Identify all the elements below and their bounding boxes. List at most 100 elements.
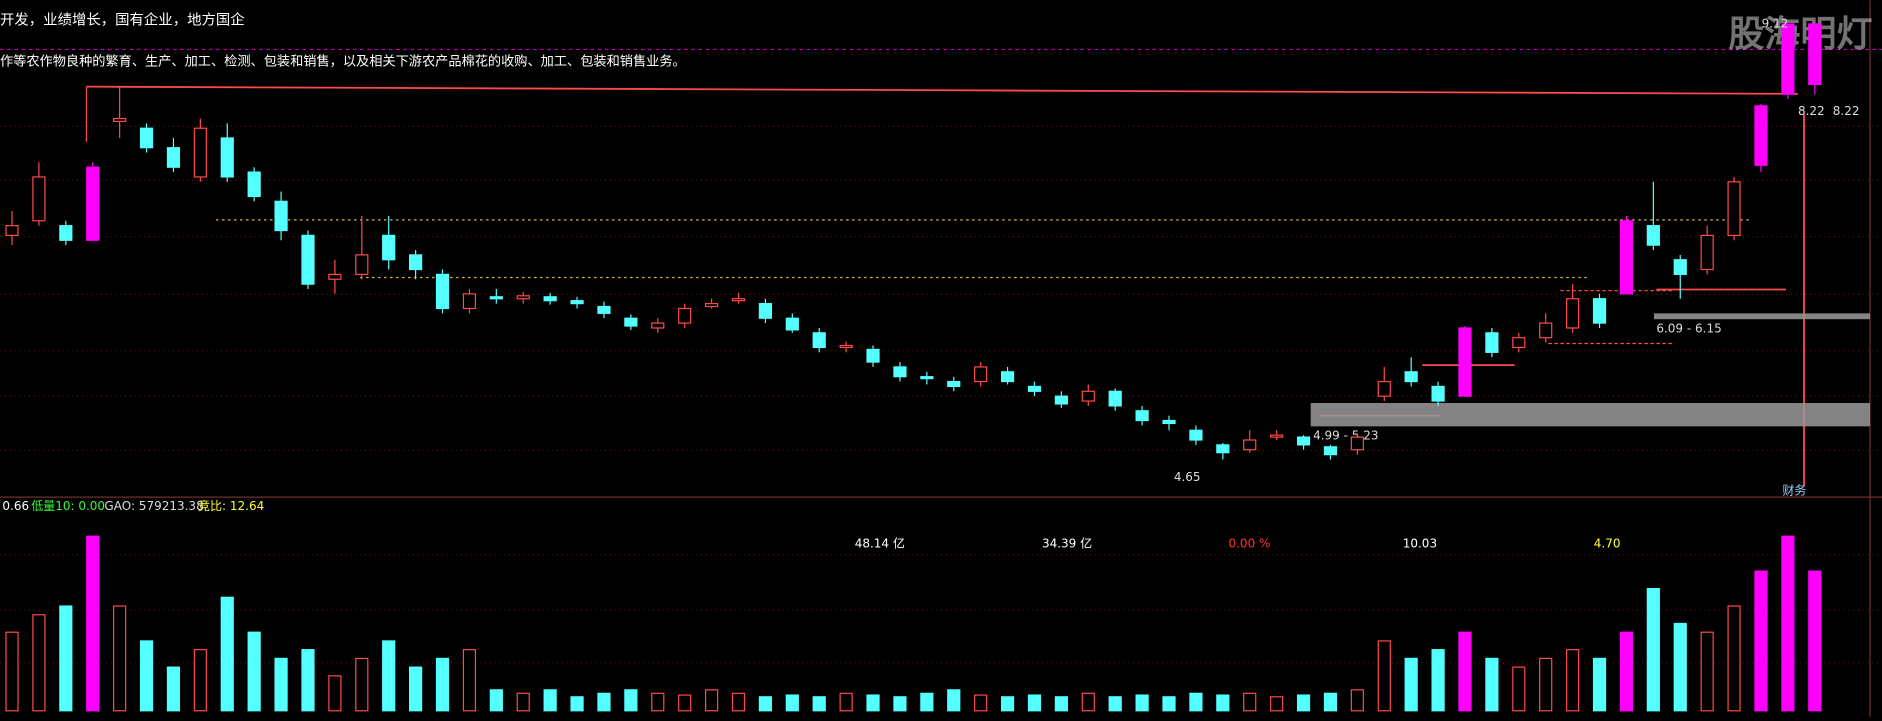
candle-body bbox=[1754, 105, 1768, 166]
candle-body bbox=[651, 322, 665, 329]
volume-bar bbox=[839, 692, 853, 712]
volume-bar bbox=[59, 605, 73, 712]
volume-bar bbox=[1000, 696, 1015, 712]
volume-bar bbox=[462, 649, 477, 712]
candle-body bbox=[758, 303, 773, 319]
finance-label: 财务 bbox=[1782, 483, 1806, 498]
candle-body bbox=[435, 273, 450, 310]
volume-bar bbox=[1162, 696, 1176, 712]
header-line: 作等农作物良种的繁育、生产、加工、检测、包装和销售，以及相关下游农产品棉花的收购… bbox=[0, 52, 686, 69]
volume-bar bbox=[382, 640, 396, 712]
price-mark: 4.65 bbox=[1174, 470, 1201, 484]
volume-stat: 48.14 亿 bbox=[855, 535, 905, 550]
candle-body bbox=[355, 254, 369, 275]
candle-body bbox=[731, 298, 746, 302]
volume-bar bbox=[1243, 692, 1257, 712]
candle-body bbox=[1027, 385, 1042, 392]
grid bbox=[0, 125, 1882, 664]
watermark: 股海明灯 bbox=[1728, 14, 1872, 55]
volume-bar bbox=[1027, 694, 1042, 712]
candle-body bbox=[1512, 337, 1526, 349]
volume-bar bbox=[489, 689, 503, 712]
header-line: 开发，业绩增长，国有企业，地方国企 bbox=[0, 11, 245, 29]
support-zone bbox=[1310, 402, 1870, 427]
candle-body bbox=[86, 166, 100, 241]
indicator: 0.66 bbox=[2, 499, 29, 513]
volume-bar bbox=[247, 631, 261, 712]
volume-bar bbox=[1323, 692, 1338, 712]
candle-body bbox=[1592, 298, 1607, 324]
volume-bar bbox=[409, 666, 423, 712]
candle-body bbox=[247, 171, 261, 198]
candle-body bbox=[5, 225, 19, 237]
volume-bar bbox=[597, 692, 611, 712]
candle-body bbox=[166, 147, 181, 168]
candle-body bbox=[1162, 419, 1176, 425]
volume-bar bbox=[113, 605, 127, 712]
candle-body bbox=[301, 234, 315, 285]
volume-bar bbox=[355, 657, 369, 712]
volume-bar bbox=[1485, 657, 1499, 712]
candle-body bbox=[274, 200, 288, 232]
candle-body bbox=[328, 273, 342, 280]
volume-bar bbox=[678, 694, 692, 712]
price-mark: 8.22 bbox=[1833, 104, 1860, 118]
volume-bar bbox=[866, 694, 880, 712]
candle-body bbox=[543, 296, 557, 302]
volume-bar bbox=[651, 692, 665, 712]
candle-body bbox=[1458, 327, 1472, 397]
indicator: 竞比: 12.64 bbox=[198, 499, 264, 513]
candle-body bbox=[1108, 390, 1122, 407]
candle-body bbox=[920, 376, 934, 380]
volume-bar bbox=[274, 657, 288, 712]
volume-bar bbox=[1054, 696, 1068, 712]
zone-label: 4.99 - 5.23 bbox=[1313, 428, 1378, 442]
volume-bar bbox=[893, 696, 907, 712]
candle-body bbox=[1054, 395, 1068, 405]
candle-body bbox=[1485, 332, 1499, 353]
volume-stat: 0.00 % bbox=[1228, 536, 1270, 550]
volume-bar bbox=[435, 657, 450, 712]
volume-bar bbox=[624, 689, 638, 712]
volume-bar bbox=[328, 675, 342, 712]
candle-body bbox=[1566, 298, 1580, 329]
candle-body bbox=[1135, 410, 1149, 422]
price-mark: 9.12 bbox=[1762, 16, 1789, 30]
volume-bar bbox=[5, 631, 19, 712]
volume-bar bbox=[32, 614, 46, 712]
volume-bar bbox=[758, 696, 773, 712]
candle-body bbox=[489, 296, 503, 300]
volume-bar bbox=[1754, 570, 1768, 712]
candle-body bbox=[1243, 439, 1257, 451]
candle-body bbox=[1619, 220, 1634, 295]
volume-bar bbox=[86, 535, 100, 712]
volume-bar bbox=[947, 689, 961, 712]
volume-bar bbox=[1431, 649, 1445, 712]
volume-stat: 4.70 bbox=[1594, 536, 1621, 550]
volume-bar bbox=[920, 692, 934, 712]
volume-bar bbox=[543, 689, 557, 712]
volume-bar bbox=[1592, 657, 1607, 712]
arrow-line bbox=[86, 85, 1798, 95]
volume-bar bbox=[1566, 649, 1580, 712]
candle-body bbox=[1700, 234, 1714, 271]
volume-bar bbox=[1781, 535, 1795, 712]
volume-bar bbox=[812, 696, 826, 712]
candle-body bbox=[382, 234, 396, 261]
candle-body bbox=[1781, 23, 1795, 95]
candle-body bbox=[1270, 434, 1284, 438]
candle-body bbox=[32, 176, 46, 222]
candle-body bbox=[59, 225, 73, 241]
candle-body bbox=[866, 348, 880, 363]
volume-bar bbox=[193, 649, 207, 712]
volume-bar bbox=[1700, 631, 1714, 712]
volume-bar bbox=[1189, 692, 1203, 712]
candle-body bbox=[1539, 322, 1553, 339]
candle-body bbox=[1808, 23, 1822, 85]
volume-bar bbox=[570, 696, 584, 712]
zone-label: 6.09 - 6.15 bbox=[1656, 321, 1721, 335]
volume-bar bbox=[1081, 692, 1095, 712]
volume-bar bbox=[1727, 605, 1741, 712]
